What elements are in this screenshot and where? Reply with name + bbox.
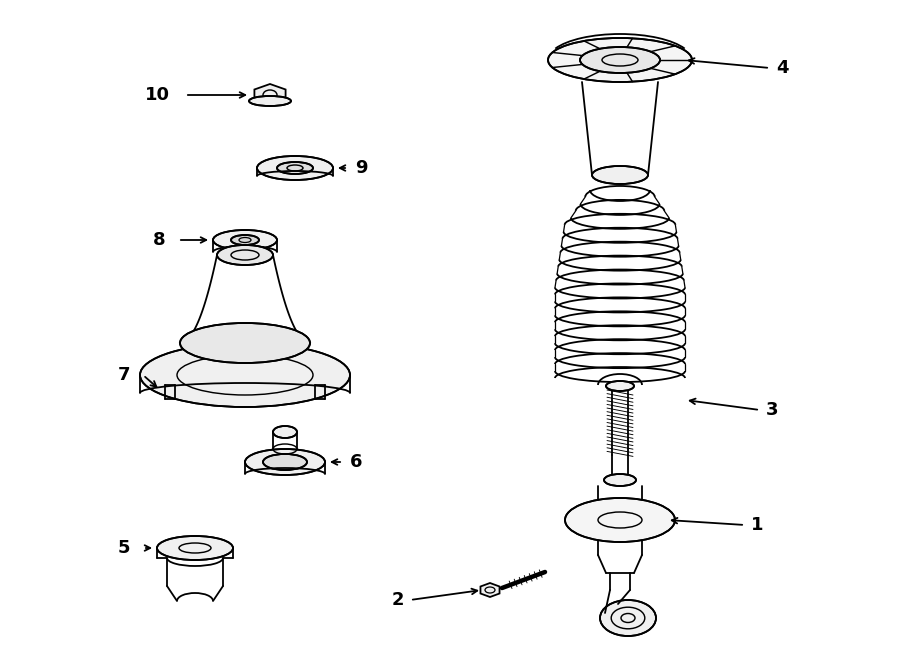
Ellipse shape bbox=[245, 449, 325, 475]
Text: 1: 1 bbox=[751, 516, 763, 534]
Text: 10: 10 bbox=[145, 86, 170, 104]
Ellipse shape bbox=[580, 47, 660, 73]
Ellipse shape bbox=[600, 600, 656, 636]
Text: 9: 9 bbox=[355, 159, 367, 177]
Ellipse shape bbox=[604, 474, 636, 486]
Ellipse shape bbox=[140, 343, 350, 407]
Ellipse shape bbox=[273, 426, 297, 438]
Ellipse shape bbox=[592, 166, 648, 184]
Text: 8: 8 bbox=[152, 231, 165, 249]
Text: 6: 6 bbox=[350, 453, 363, 471]
Text: 2: 2 bbox=[392, 591, 404, 609]
Ellipse shape bbox=[606, 381, 634, 391]
Ellipse shape bbox=[565, 498, 675, 542]
Text: 5: 5 bbox=[118, 539, 130, 557]
Text: 7: 7 bbox=[118, 366, 130, 384]
Polygon shape bbox=[255, 84, 285, 106]
Ellipse shape bbox=[277, 162, 313, 174]
Ellipse shape bbox=[213, 230, 277, 250]
Ellipse shape bbox=[263, 454, 307, 470]
Ellipse shape bbox=[231, 235, 259, 245]
Text: 3: 3 bbox=[766, 401, 778, 419]
Ellipse shape bbox=[157, 536, 233, 560]
Ellipse shape bbox=[249, 96, 291, 106]
Ellipse shape bbox=[180, 323, 310, 363]
Text: 4: 4 bbox=[776, 59, 788, 77]
Polygon shape bbox=[481, 583, 500, 597]
Ellipse shape bbox=[257, 156, 333, 180]
Ellipse shape bbox=[217, 245, 273, 265]
Ellipse shape bbox=[548, 38, 692, 82]
